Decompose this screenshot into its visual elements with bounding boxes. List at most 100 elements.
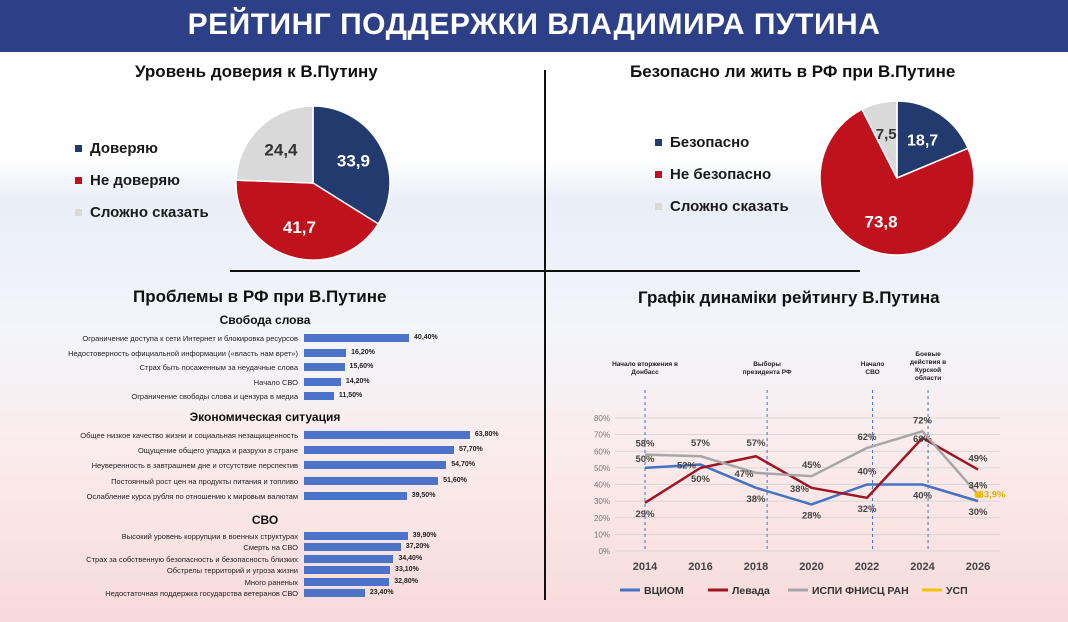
series-line: [644, 436, 979, 504]
bar-value-label: 57,70%: [459, 446, 483, 454]
pie-value-label: 24,4: [264, 141, 298, 160]
y-tick-label: 10%: [594, 530, 610, 539]
bar-value-label: 33,10%: [395, 566, 419, 574]
bar-value-label: 39,50%: [411, 491, 436, 499]
event-label: действия в: [910, 358, 946, 366]
bar-value-label: 37,20%: [405, 543, 430, 551]
y-tick-label: 20%: [594, 514, 610, 523]
data-label: 52%: [677, 461, 697, 472]
pie2-title: Безопасно ли жить в РФ при В.Путине: [630, 62, 956, 81]
bar: [304, 431, 470, 439]
bar-value-label: 34,40%: [398, 554, 423, 562]
bar-label: Неуверенность в завтрашнем дне и отсутст…: [91, 461, 298, 471]
data-label: 40%: [913, 491, 933, 502]
data-label: 28%: [802, 510, 822, 521]
pie-value-label: 7,5: [876, 126, 897, 143]
bar-label: Страх быть посаженным за неудачные слова: [139, 363, 298, 373]
bar: [304, 543, 401, 552]
bar: [304, 577, 390, 586]
x-tick-label: 2024: [910, 561, 935, 573]
data-label: 30%: [968, 507, 988, 518]
bar-label: Постоянный рост цен на продукты питания …: [111, 476, 298, 486]
pie1-legend-item: Не доверяю: [75, 164, 209, 196]
pie2-legend-label: Безопасно: [670, 133, 750, 151]
bar-row: Ограничение свободы слова и цензура в ме…: [0, 391, 540, 402]
pie2-legend: Безопасно Не безопасно Сложно сказать: [655, 126, 789, 222]
bar: [304, 476, 439, 485]
bar-label: Страх за собственную безопасность и безо…: [86, 554, 298, 564]
bar: [304, 532, 408, 540]
pie2-legend-item: Сложно сказать: [655, 190, 789, 222]
pie1-legend: Доверяю Не доверяю Сложно сказать: [75, 132, 209, 228]
event-label: Выборы: [753, 360, 781, 368]
bar-value-label: 11,50%: [338, 392, 363, 400]
bar-label: Обстрелы территорий и угроза жизни: [166, 566, 298, 576]
bar-label: Ослабление курса рубля по отношению к ми…: [86, 491, 298, 501]
bar-group-title: СВО: [251, 513, 279, 527]
data-label: 57%: [746, 438, 766, 449]
series-line: [644, 430, 979, 496]
bar-row: Страх за собственную безопасность и безо…: [0, 554, 540, 565]
bar-value-label: 15,60%: [349, 363, 374, 371]
bars-title: Проблемы в РФ при В.Путине: [133, 287, 387, 306]
y-tick-label: 50%: [594, 464, 610, 473]
y-tick-label: 60%: [594, 447, 610, 456]
event-label: Боевые: [915, 351, 941, 358]
data-label: 50%: [635, 454, 655, 465]
data-label: 72%: [913, 415, 933, 426]
x-tick-label: 2016: [688, 561, 712, 573]
data-label: 40%: [857, 467, 877, 478]
bar-row: Много раненых 32,80%: [0, 577, 540, 588]
legend-label: ИСПИ ФНИСЦ РАН: [812, 585, 909, 597]
series-point: [974, 491, 982, 499]
bar-value-label: 63,80%: [474, 431, 499, 438]
data-label: 38%: [790, 484, 810, 495]
event-label: Начало вторжения в: [612, 361, 678, 368]
pie-slice: [896, 100, 970, 180]
page-title: РЕЙТИНГ ПОДДЕРЖКИ ВЛАДИМИРА ПУТИНА: [0, 0, 1068, 52]
y-tick-label: 70%: [594, 431, 610, 440]
data-label: 62%: [857, 432, 877, 443]
x-tick-label: 2018: [744, 561, 768, 573]
rating-line-chart: 0% 10% 20% 30% 40% 50% 60% 70% 80% 2014 2016 2018 20…: [594, 351, 1006, 597]
y-tick-label: 0%: [598, 547, 610, 556]
bar-label: Недостаточная поддержка государства вете…: [105, 589, 298, 598]
bar-group-title: Свобода слова: [219, 313, 311, 327]
data-label: 58%: [635, 439, 655, 450]
pie2-chart: 18,7 73,8 7,5: [819, 100, 975, 256]
bar-row: Смерть на СВО 37,20%: [0, 542, 540, 553]
pie-slice: [819, 108, 975, 256]
data-label: 50%: [691, 474, 711, 485]
pie2-legend-item: Безопасно: [655, 126, 789, 158]
bar-label: Много раненых: [244, 577, 298, 587]
event-label: президента РФ: [743, 369, 792, 376]
bar-value-label: 32,80%: [394, 577, 419, 585]
x-tick-label: 2026: [966, 561, 990, 573]
bar-group-title: Экономическая ситуация: [189, 410, 341, 424]
data-label: 29%: [635, 509, 655, 520]
vertical-divider: [544, 70, 546, 600]
bar: [304, 392, 334, 401]
bar-value-label: 16,20%: [351, 348, 375, 356]
data-label: 38%: [746, 494, 766, 505]
data-label: 34%: [968, 480, 988, 491]
bar: [304, 566, 391, 575]
pie1-legend-label: Доверяю: [90, 139, 158, 157]
data-label: 33,9%: [979, 490, 1006, 501]
data-label: 49%: [968, 454, 988, 465]
legend-label: УСП: [946, 585, 968, 597]
bar-value-label: 14,20%: [345, 377, 370, 385]
bar: [304, 461, 447, 470]
bar-value-label: 23,40%: [369, 589, 394, 596]
problems-bar-chart: Свобода слова Ограничение доступа к сети …: [0, 313, 540, 598]
bar-label: Высокий уровень коррупции в военных стру…: [121, 532, 298, 541]
bar-label: Смерть на СВО: [243, 543, 298, 553]
legend-label: ВЦИОМ: [644, 585, 684, 597]
bar-label: Начало СВО: [253, 377, 298, 387]
series-line: [644, 463, 979, 506]
pie-value-label: 41,7: [283, 218, 316, 237]
bar-row: Ощущение общего упадка и разрухи в стран…: [0, 445, 540, 456]
data-label: 68%: [913, 434, 933, 445]
pie-slice: [235, 105, 314, 184]
pie-value-label: 18,7: [907, 133, 938, 150]
